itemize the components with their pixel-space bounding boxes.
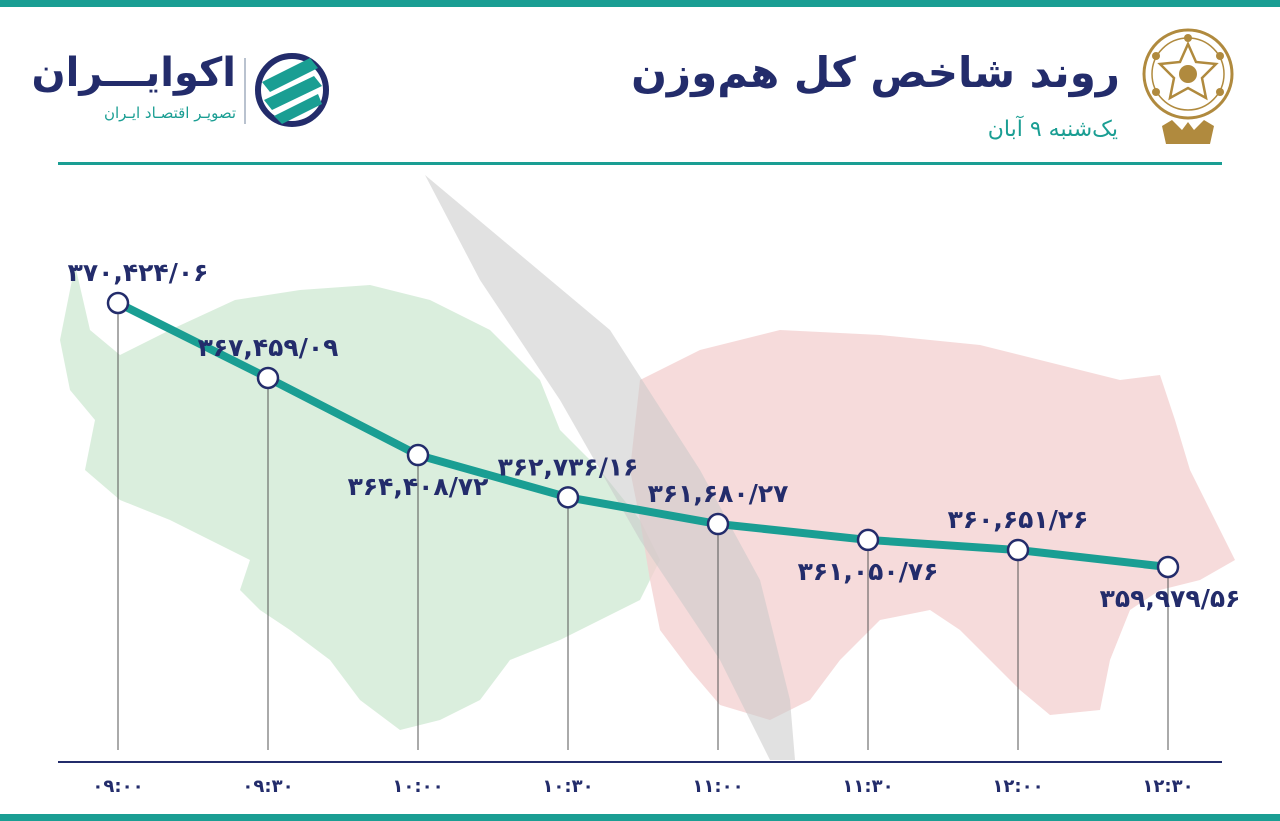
data-point [556, 486, 580, 509]
x-tick-label: ۱۱:۰۰ [692, 776, 743, 797]
x-tick-label: ۱۱:۳۰ [842, 776, 893, 797]
data-point [856, 528, 880, 552]
value-label: ۳۶۴,۴۰۸/۷۲ [348, 472, 489, 501]
x-tick-label: ۱۰:۳۰ [542, 776, 593, 797]
data-point [1156, 555, 1180, 579]
tehran-stock-exchange-seal-icon [1142, 28, 1234, 144]
header-divider [58, 162, 1222, 165]
x-tick-label: ۰۹:۳۰ [242, 776, 293, 797]
brand-tagline: تصویـر اقتصـاد ایـران [103, 104, 236, 122]
data-point [706, 512, 730, 536]
drop-lines [117, 303, 1169, 750]
x-tick-label: ۱۲:۳۰ [1142, 776, 1193, 797]
data-point [106, 291, 130, 315]
bear-silhouette [630, 330, 1235, 720]
value-label: ۳۶۱,۶۸۰/۲۷ [648, 479, 789, 508]
value-label: ۳۵۹,۹۷۹/۵۶ [1100, 584, 1241, 613]
data-point [1006, 538, 1030, 562]
arrow-shape [425, 175, 795, 760]
page-title: روند شاخص کل هم‌وزن [631, 48, 1120, 97]
brand-divider [244, 58, 246, 124]
series-line [114, 299, 1172, 571]
x-tick-label: ۱۰:۰۰ [392, 776, 443, 797]
data-points [106, 291, 1180, 579]
value-labels: ۳۷۰,۴۲۴/۰۶ ۳۶۷,۴۵۹/۰۹ ۳۶۴,۴۰۸/۷۲ ۳۶۲,۷۳۶/۱۶… [68, 258, 1241, 613]
tick-labels: ۰۹:۰۰ ۰۹:۳۰ ۱۰:۰۰ ۱۰:۳۰ ۱۱:۰۰ ۱۱:۳۰ ۱۲:۰۰ ۱۲:۳۰ [92, 776, 1193, 797]
data-point [406, 443, 430, 467]
data-point [256, 366, 280, 390]
date-subtitle: یک‌شنبه ۹ آبان [987, 117, 1118, 142]
value-label: ۳۶۱,۰۵۰/۷۶ [798, 557, 939, 586]
x-tick-label: ۱۲:۰۰ [992, 776, 1043, 797]
value-label: ۳۷۰,۴۲۴/۰۶ [68, 258, 209, 287]
bull-silhouette [60, 265, 660, 730]
value-label: ۳۶۰,۶۵۱/۲۶ [948, 505, 1089, 534]
bottom-accent-bar [0, 814, 1280, 821]
value-label: ۳۶۲,۷۳۶/۱۶ [498, 452, 639, 481]
x-tick-label: ۰۹:۰۰ [92, 776, 143, 797]
top-accent-bar [0, 0, 1280, 7]
brand-name: اکوایـــران [31, 50, 236, 96]
value-label: ۳۶۷,۴۵۹/۰۹ [198, 333, 339, 362]
ecoiran-logo-icon [255, 53, 329, 127]
